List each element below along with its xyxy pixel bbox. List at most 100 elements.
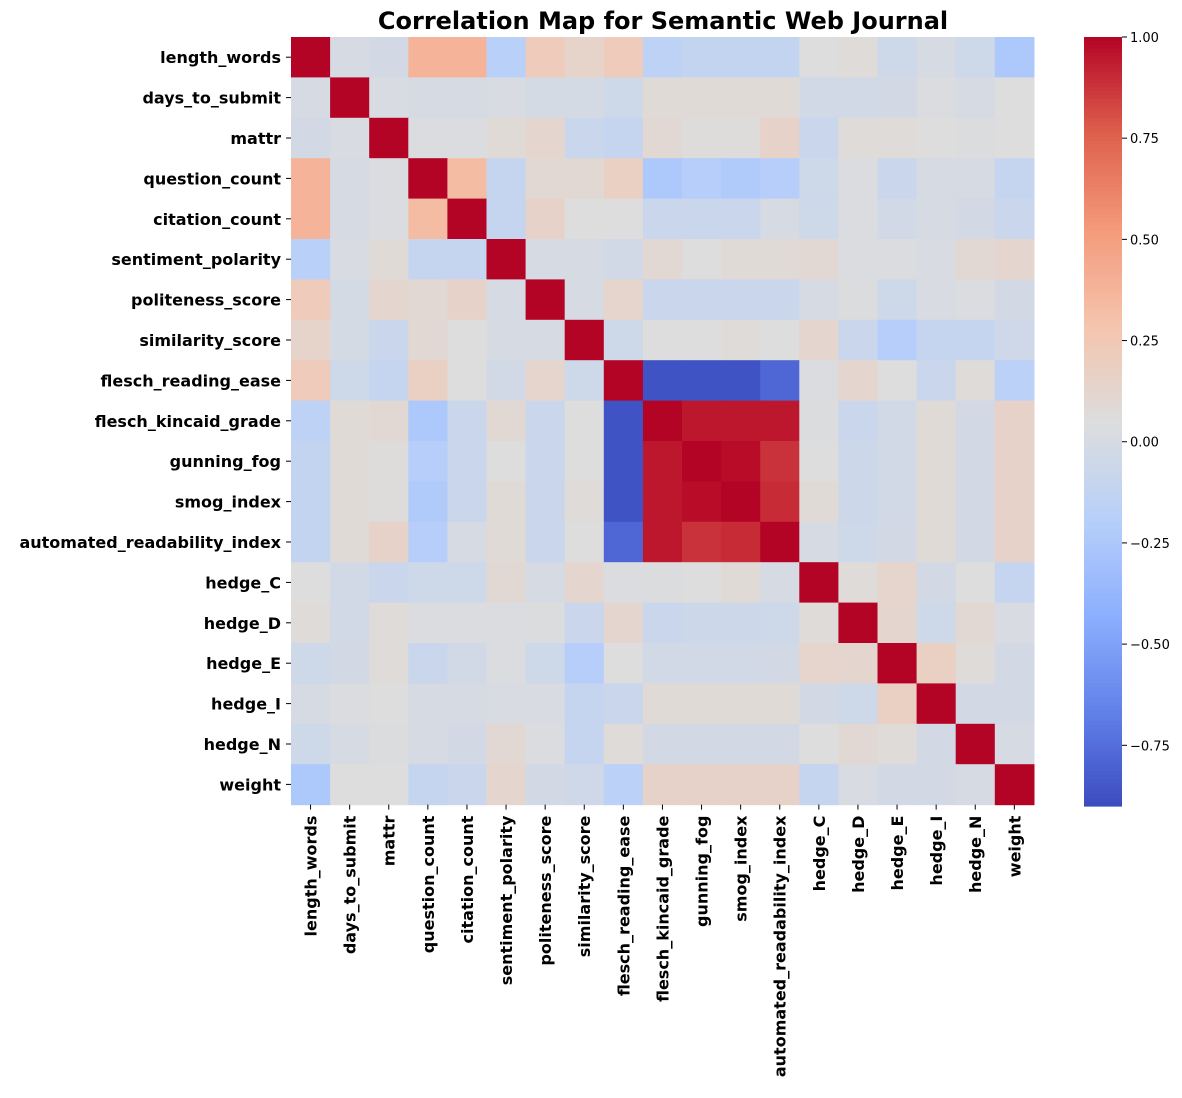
heatmap-cell (760, 683, 800, 725)
colorbar-segment (1084, 156, 1122, 161)
heatmap-cell (330, 683, 370, 725)
colorbar-segment (1084, 602, 1122, 607)
heatmap-cell (291, 602, 331, 644)
colorbar-segment (1084, 383, 1122, 388)
y-tick-label: weight (219, 775, 281, 794)
heatmap-cell (369, 279, 409, 321)
colorbar-segment (1084, 667, 1122, 673)
heatmap-cell (369, 198, 409, 240)
heatmap-cell (642, 279, 683, 321)
heatmap-cell (486, 239, 527, 280)
x-tick-label: politeness_score (536, 815, 555, 965)
colorbar-segment (1084, 756, 1122, 761)
heatmap-cell (330, 77, 370, 119)
heatmap-cell (838, 158, 879, 200)
heatmap-cell (564, 360, 605, 402)
heatmap-cell (994, 158, 1035, 200)
colorbar-segment (1084, 398, 1122, 403)
heatmap-cell (603, 239, 644, 280)
heatmap-cell (994, 521, 1035, 563)
heatmap-cell (994, 77, 1035, 119)
heatmap-cell (721, 77, 761, 119)
heatmap-cell (877, 279, 918, 321)
colorbar-segment (1084, 452, 1122, 457)
colorbar-segment (1084, 367, 1122, 373)
colorbar-segment (1084, 582, 1122, 588)
colorbar-segment (1084, 294, 1122, 300)
heatmap-cell (955, 521, 996, 563)
colorbar-segment (1084, 556, 1122, 561)
heatmap-cell (408, 360, 448, 402)
colorbar-segment (1084, 48, 1122, 53)
heatmap-cell (564, 239, 605, 280)
colorbar-segment (1084, 544, 1122, 549)
heatmap-cell (486, 723, 527, 765)
colorbar-segment (1084, 425, 1122, 430)
heatmap-cell (525, 723, 566, 765)
colorbar-segment (1084, 721, 1122, 726)
heatmap-cell (682, 319, 722, 361)
heatmap-cell (799, 723, 839, 765)
heatmap-cell (330, 37, 370, 78)
heatmap-cell (525, 198, 566, 240)
heatmap-cell (916, 198, 957, 240)
heatmap-cell (799, 481, 839, 523)
heatmap-cell (955, 764, 996, 806)
heatmap-cell (682, 239, 722, 280)
colorbar-tick-label: −0.25 (1130, 537, 1170, 552)
heatmap-cell (838, 602, 879, 644)
heatmap-cell (330, 441, 370, 482)
x-tick-label: similarity_score (575, 815, 594, 957)
colorbar-segment (1084, 621, 1122, 626)
colorbar-segment (1084, 217, 1122, 223)
heatmap-cell (642, 764, 683, 806)
heatmap-cell (877, 117, 918, 159)
heatmap-cell (447, 37, 488, 78)
colorbar-segment (1084, 83, 1122, 88)
colorbar-segment (1084, 732, 1122, 738)
heatmap-cell (838, 319, 879, 361)
heatmap-cell (994, 319, 1035, 361)
heatmap-cell (486, 37, 527, 78)
heatmap-cell (916, 239, 957, 280)
colorbar-segment (1084, 348, 1122, 353)
colorbar-segment (1084, 198, 1122, 203)
heatmap-cell (525, 683, 566, 725)
colorbar: 1.00 0.75 0.50 0.25 0.00 −0.25 −0.50 −0.75 (1084, 31, 1170, 807)
x-tick-label: hedge_D (849, 816, 868, 893)
heatmap-cell (642, 77, 683, 119)
heatmap-cell (564, 562, 605, 604)
heatmap-cell (955, 360, 996, 402)
colorbar-segment (1084, 229, 1122, 234)
colorbar-segment (1084, 94, 1122, 100)
x-tick-label: hedge_C (810, 816, 829, 892)
heatmap-cell (486, 360, 527, 402)
heatmap-cell (564, 198, 605, 240)
colorbar-segment (1084, 663, 1122, 669)
colorbar-segment (1084, 275, 1122, 280)
heatmap-cell (955, 77, 996, 119)
heatmap-cell (877, 723, 918, 765)
heatmap-cell (603, 360, 644, 402)
colorbar-segment (1084, 548, 1122, 553)
heatmap-cell (408, 158, 448, 200)
heatmap-cell (916, 683, 957, 725)
y-tick-label: hedge_N (204, 735, 281, 754)
heatmap-cell (408, 602, 448, 644)
heatmap-cell (721, 37, 761, 78)
heatmap-cell (642, 683, 683, 725)
heatmap-cell (369, 158, 409, 200)
heatmap-cell (721, 481, 761, 523)
heatmap-cell (760, 643, 800, 684)
heatmap-cell (408, 764, 448, 806)
heatmap-cell (564, 77, 605, 119)
heatmap-cell (330, 239, 370, 280)
colorbar-segment (1084, 248, 1122, 253)
colorbar-segment (1084, 271, 1122, 276)
heatmap-cell (799, 239, 839, 280)
heatmap-cell (564, 683, 605, 725)
heatmap-cell (955, 400, 996, 442)
heatmap-cell (525, 562, 566, 604)
heatmap-cell (369, 643, 409, 684)
colorbar-segment (1084, 63, 1122, 69)
